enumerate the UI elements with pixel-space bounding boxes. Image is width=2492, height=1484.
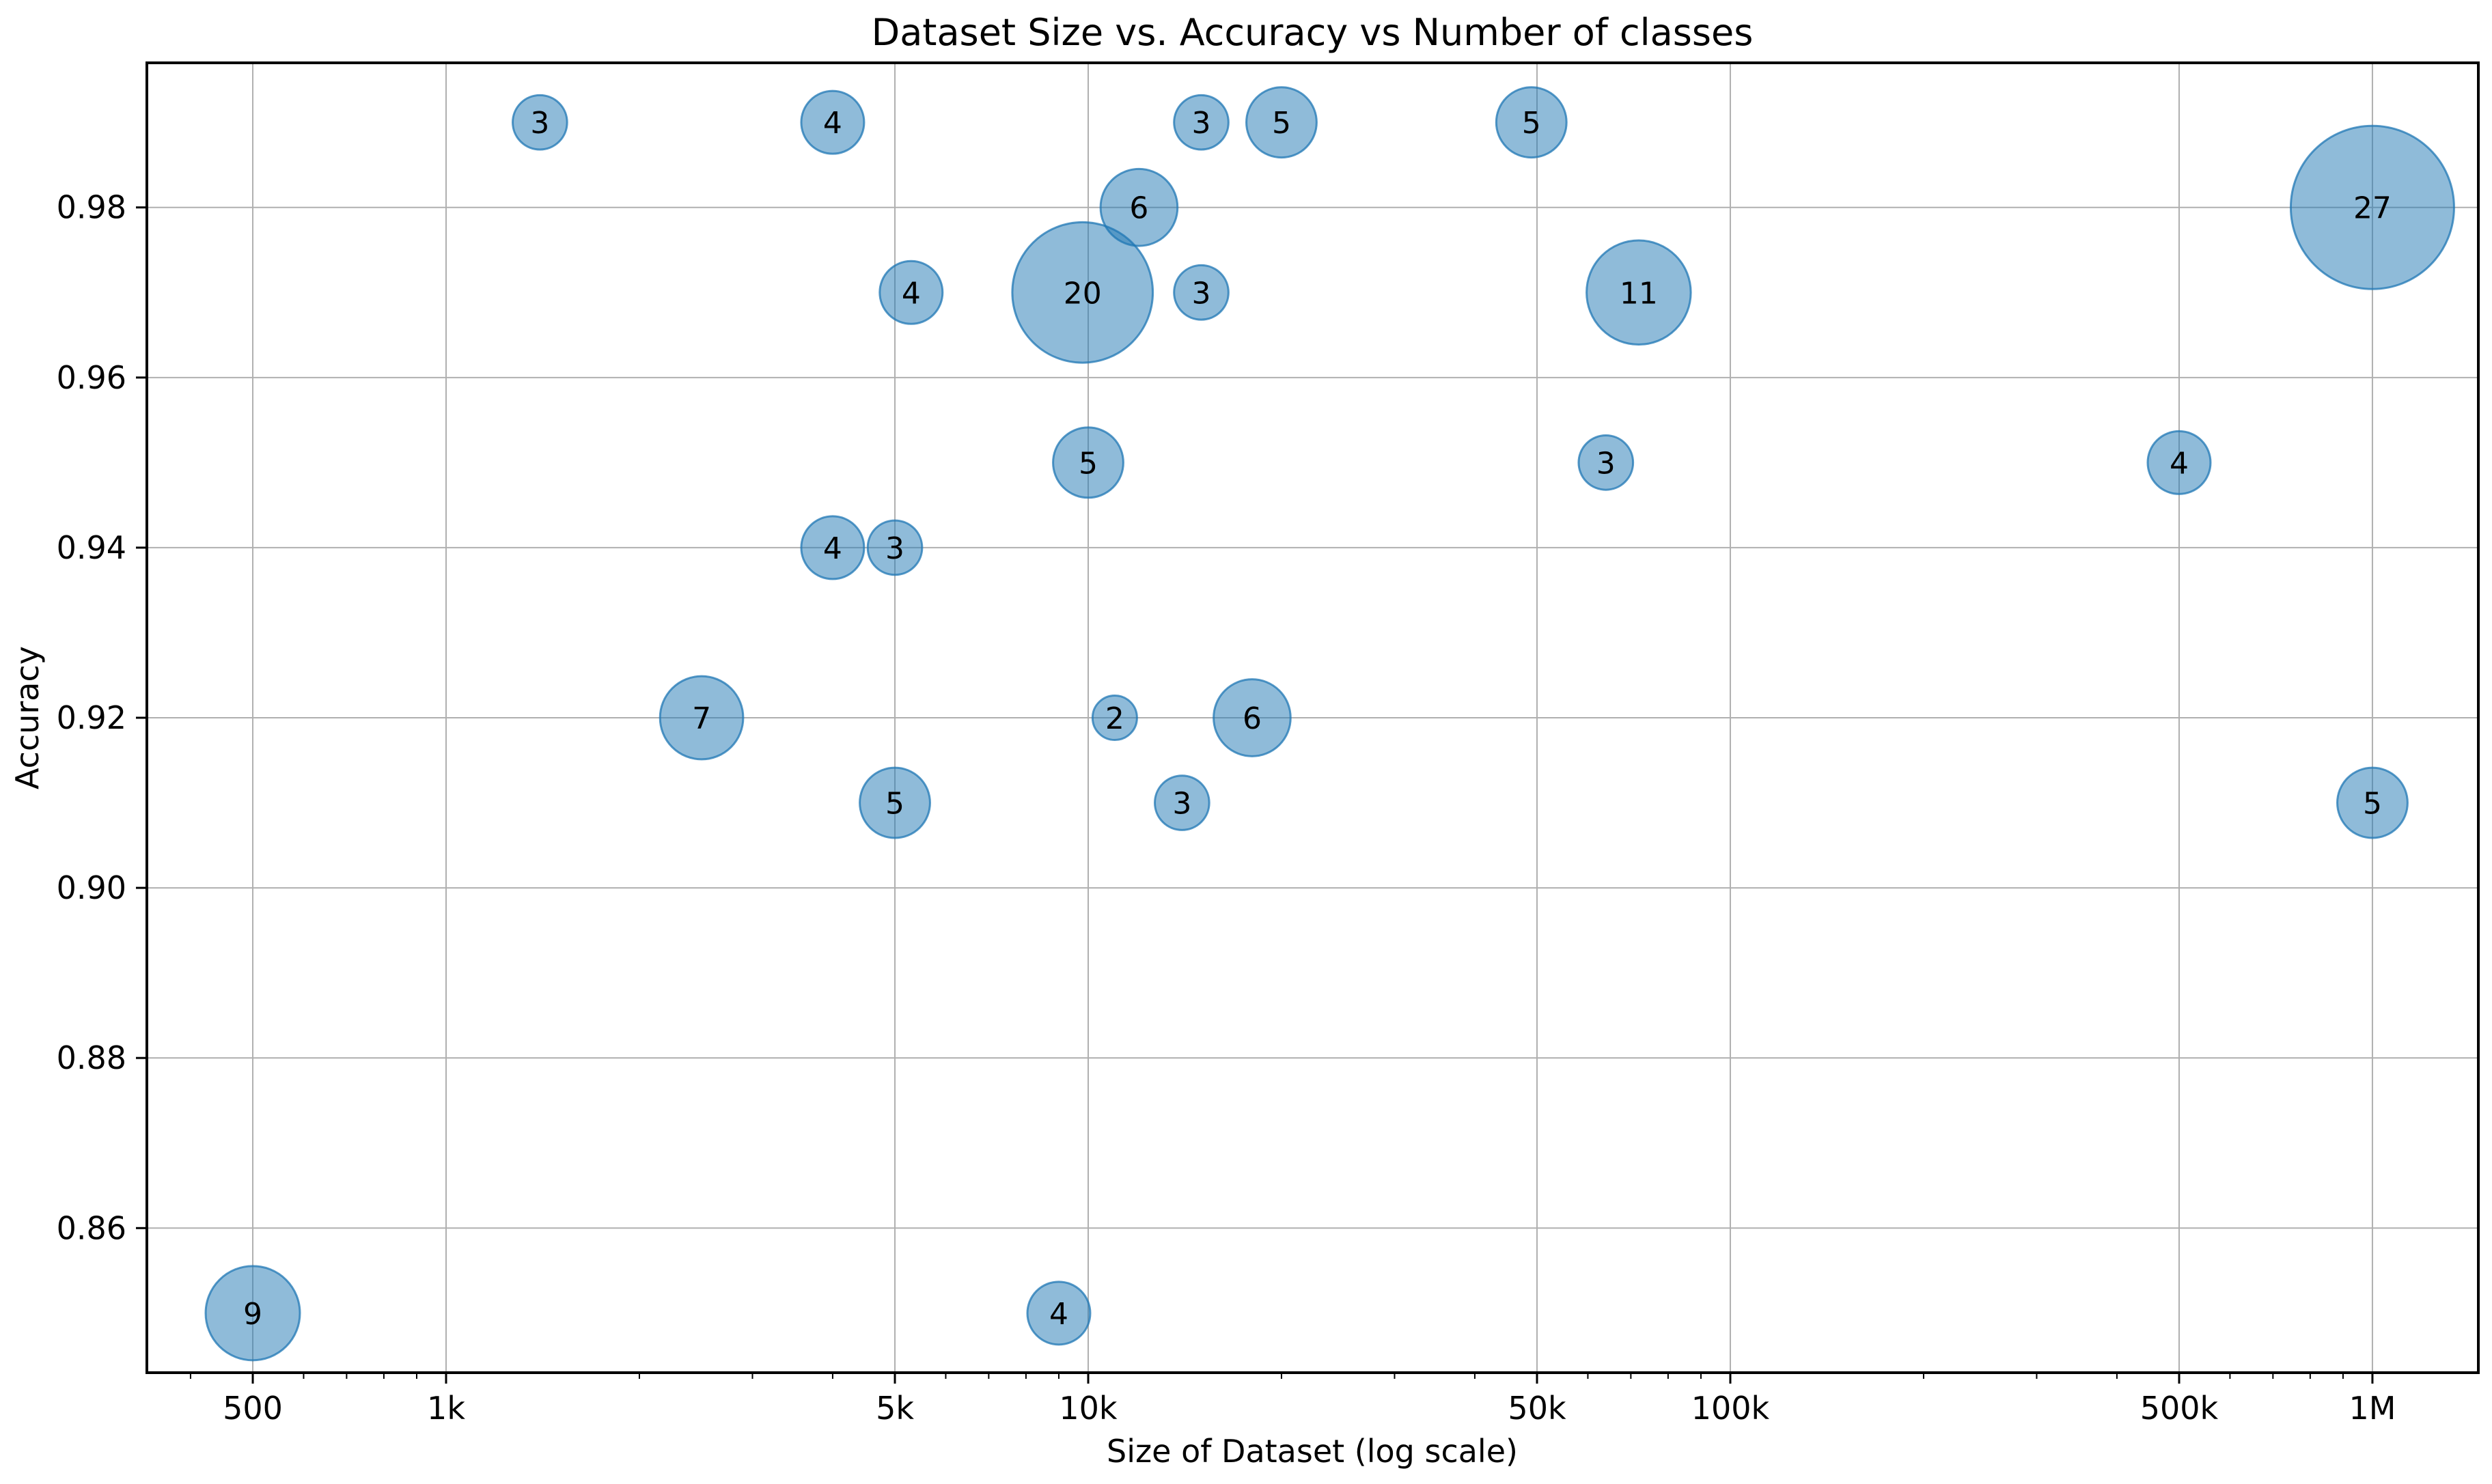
bubble [878,260,944,325]
bubble [512,94,568,151]
bubble-label: 3 [530,106,549,141]
bubble-label: 20 [1064,276,1102,311]
bubble-label: 4 [823,106,842,141]
bubble-label: 5 [1079,446,1098,481]
bubble-label: 4 [2170,446,2189,481]
bubble [659,675,745,761]
y-tick-label: 0.94 [57,529,126,566]
bubble-label: 2 [1105,701,1124,736]
bubble [1245,86,1318,159]
bubble-label: 3 [1172,787,1191,822]
bubble [866,519,924,576]
bubble-layer: 3 4 3 5 5 6 27 4 20 3 11 5 3 4 4 3 7 2 6 5 3 5 9 4 [204,86,2455,1362]
bubble [1495,86,1568,159]
bubble [2146,430,2212,495]
bubble-label: 27 [2353,191,2392,226]
y-axis-label: Accuracy [9,646,46,789]
bubble-label: 5 [2363,787,2382,822]
bubble-label: 5 [1522,106,1541,141]
bubble-label: 6 [1129,191,1148,226]
bubble [1011,221,1154,364]
bubble [1099,167,1179,247]
bubble [1173,264,1230,321]
bubble [1577,434,1635,491]
chart-title: Dataset Size vs. Accuracy vs Number of c… [872,11,1754,54]
axis-layer: 500 1k 5k 10k 50k 100k 500k 1M 0.86 0.88 0.90 0.92 0… [57,61,2480,1427]
bubble [2336,766,2409,839]
bubble-label: 3 [1192,106,1211,141]
bubble [204,1265,301,1362]
bubble [800,515,866,580]
bubble [800,89,866,155]
bubble [1213,678,1292,757]
x-tick-label: 1M [2349,1390,2396,1427]
bubble-label: 9 [243,1297,262,1332]
bubble-label: 3 [1192,276,1211,311]
bubble-label: 5 [885,787,904,822]
bubble-label: 5 [1272,106,1291,141]
x-tick-label: 1k [427,1390,465,1427]
bubble [1052,426,1124,499]
x-tick-label: 500 [223,1390,283,1427]
bubble [1173,94,1230,151]
bubble [859,766,931,839]
y-tick-label: 0.86 [57,1209,126,1246]
x-tick-label: 10k [1059,1390,1118,1427]
y-tick-label: 0.90 [57,869,126,906]
x-tick-label: 50k [1508,1390,1566,1427]
bubble-label: 3 [1596,446,1616,481]
bubble [1091,694,1138,742]
grid-layer [147,63,2478,1373]
bubble [1586,239,1692,346]
bubble-label: 4 [902,276,921,311]
bubble-label: 3 [885,531,904,566]
y-tick-label: 0.92 [57,699,126,736]
x-tick-label: 100k [1691,1390,1770,1427]
x-tick-label: 5k [876,1390,914,1427]
x-axis-label: Size of Dataset (log scale) [1107,1433,1518,1470]
bubble [1026,1280,1092,1346]
bubble [1154,774,1210,831]
y-tick-label: 0.98 [57,189,126,226]
bubble-label: 7 [692,701,711,736]
x-tick-label: 500k [2140,1390,2219,1427]
bubble [2289,124,2455,290]
y-tick-label: 0.88 [57,1039,126,1076]
bubble-label: 11 [1620,276,1658,311]
bubble-label: 4 [1049,1297,1068,1332]
bubble-label: 4 [823,531,842,566]
y-tick-label: 0.96 [57,359,126,396]
bubble-label: 6 [1243,701,1262,736]
